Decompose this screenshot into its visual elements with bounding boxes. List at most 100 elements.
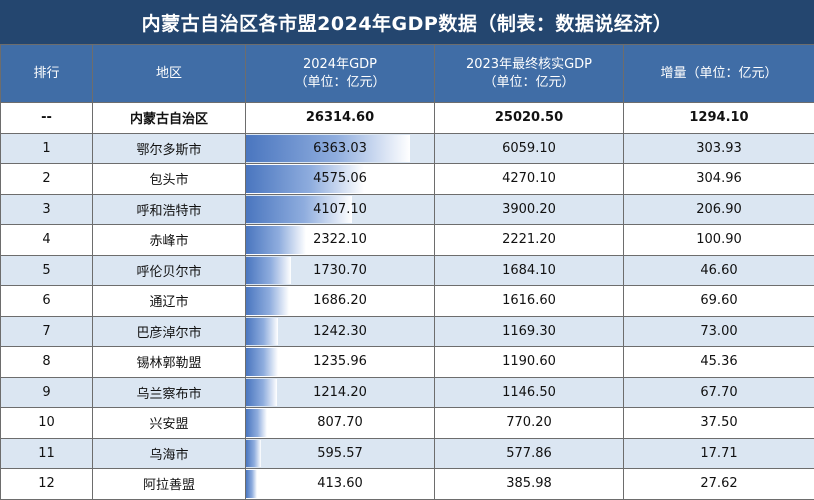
- region-cell: 赤峰市: [92, 224, 246, 256]
- increase-cell: 45.36: [623, 346, 814, 378]
- gdp-2024-value: 1214.20: [313, 384, 367, 400]
- region-cell: 呼伦贝尔市: [92, 254, 246, 286]
- summary-region: 内蒙古自治区: [92, 102, 246, 134]
- gdp-2023-cell: 1616.60: [434, 285, 624, 317]
- gdp-data-bar: [246, 348, 278, 376]
- gdp-data-bar: [246, 287, 289, 315]
- gdp-data-bar: [246, 409, 267, 437]
- increase-cell: 67.70: [623, 376, 814, 408]
- table-row: 2 包头市 4575.06 4270.10 304.96: [0, 163, 814, 195]
- rank-cell: 1: [0, 132, 93, 164]
- gdp-2024-value: 1242.30: [313, 323, 367, 339]
- rank-cell: 8: [0, 346, 93, 378]
- gdp-2024-value: 1686.20: [313, 293, 367, 309]
- summary-increase: 1294.10: [623, 102, 814, 134]
- gdp-2023-cell: 1146.50: [434, 376, 624, 408]
- table-row: 1 鄂尔多斯市 6363.03 6059.10 303.93: [0, 132, 814, 164]
- table-row: 8 锡林郭勒盟 1235.96 1190.60 45.36: [0, 346, 814, 378]
- gdp-2023-cell: 577.86: [434, 437, 624, 469]
- gdp-2023-cell: 2221.20: [434, 224, 624, 256]
- region-cell: 鄂尔多斯市: [92, 132, 246, 164]
- increase-cell: 303.93: [623, 132, 814, 164]
- table-row: 10 兴安盟 807.70 770.20 37.50: [0, 407, 814, 439]
- rank-cell: 11: [0, 437, 93, 469]
- increase-cell: 73.00: [623, 315, 814, 347]
- gdp-2024-value: 4107.10: [313, 201, 367, 217]
- gdp-2024-value: 1730.70: [313, 262, 367, 278]
- region-cell: 巴彦淖尔市: [92, 315, 246, 347]
- rank-cell: 7: [0, 315, 93, 347]
- region-cell: 呼和浩特市: [92, 193, 246, 225]
- gdp-2024-cell: 1235.96: [245, 346, 435, 378]
- table-row: 4 赤峰市 2322.10 2221.20 100.90: [0, 224, 814, 256]
- rank-cell: 3: [0, 193, 93, 225]
- gdp-2024-cell: 1214.20: [245, 376, 435, 408]
- gdp-2023-cell: 1684.10: [434, 254, 624, 286]
- gdp-2024-cell: 1686.20: [245, 285, 435, 317]
- gdp-2023-cell: 1190.60: [434, 346, 624, 378]
- gdp-2023-cell: 770.20: [434, 407, 624, 439]
- header-gdp-2024: 2024年GDP （单位：亿元）: [245, 44, 435, 103]
- header-gdp-2023-label: 2023年最终核实GDP: [465, 56, 592, 72]
- gdp-data-bar: [246, 470, 257, 498]
- rank-cell: 12: [0, 468, 93, 500]
- region-cell: 乌海市: [92, 437, 246, 469]
- header-gdp-2024-unit: （单位：亿元）: [294, 74, 386, 90]
- summary-row: -- 内蒙古自治区 26314.60 25020.50 1294.10: [0, 102, 814, 134]
- gdp-2024-cell: 807.70: [245, 407, 435, 439]
- gdp-2024-cell: 413.60: [245, 468, 435, 500]
- page-title: 内蒙古自治区各市盟2024年GDP数据（制表：数据说经济）: [0, 0, 814, 44]
- header-rank: 排行: [0, 44, 93, 103]
- header-increase: 增量（单位：亿元）: [623, 44, 814, 103]
- increase-cell: 37.50: [623, 407, 814, 439]
- table-header-row: 排行 地区 2024年GDP （单位：亿元） 2023年最终核实GDP （单位：…: [0, 44, 814, 103]
- gdp-2023-cell: 3900.20: [434, 193, 624, 225]
- gdp-2024-cell: 1242.30: [245, 315, 435, 347]
- increase-cell: 69.60: [623, 285, 814, 317]
- gdp-2024-cell: 1730.70: [245, 254, 435, 286]
- region-cell: 包头市: [92, 163, 246, 195]
- gdp-data-bar: [246, 317, 278, 345]
- gdp-data-bar: [246, 226, 306, 254]
- gdp-2024-value: 4575.06: [313, 171, 367, 187]
- rank-cell: 4: [0, 224, 93, 256]
- gdp-2023-cell: 385.98: [434, 468, 624, 500]
- gdp-2024-value: 6363.03: [313, 140, 367, 156]
- rank-cell: 6: [0, 285, 93, 317]
- rank-cell: 2: [0, 163, 93, 195]
- table-row: 11 乌海市 595.57 577.86 17.71: [0, 437, 814, 469]
- gdp-2024-cell: 2322.10: [245, 224, 435, 256]
- gdp-2024-value: 807.70: [317, 415, 363, 431]
- rank-cell: 9: [0, 376, 93, 408]
- rank-cell: 10: [0, 407, 93, 439]
- region-cell: 兴安盟: [92, 407, 246, 439]
- increase-cell: 206.90: [623, 193, 814, 225]
- region-cell: 锡林郭勒盟: [92, 346, 246, 378]
- gdp-data-bar: [246, 256, 291, 284]
- header-gdp-2024-label: 2024年GDP: [302, 56, 377, 72]
- gdp-data-bar: [246, 134, 410, 162]
- summary-rank: --: [0, 102, 93, 134]
- gdp-2024-cell: 4107.10: [245, 193, 435, 225]
- gdp-2024-value: 413.60: [317, 476, 363, 492]
- increase-cell: 27.62: [623, 468, 814, 500]
- increase-cell: 304.96: [623, 163, 814, 195]
- header-gdp-2023: 2023年最终核实GDP （单位：亿元）: [434, 44, 624, 103]
- gdp-table: 排行 地区 2024年GDP （单位：亿元） 2023年最终核实GDP （单位：…: [0, 44, 814, 500]
- gdp-2023-cell: 6059.10: [434, 132, 624, 164]
- gdp-2024-cell: 595.57: [245, 437, 435, 469]
- table-row: 5 呼伦贝尔市 1730.70 1684.10 46.60: [0, 254, 814, 286]
- header-gdp-2023-unit: （单位：亿元）: [483, 74, 575, 90]
- gdp-data-bar: [246, 195, 352, 223]
- table-row: 9 乌兰察布市 1214.20 1146.50 67.70: [0, 376, 814, 408]
- gdp-2024-value: 595.57: [317, 445, 363, 461]
- gdp-2024-value: 1235.96: [313, 354, 367, 370]
- gdp-data-bar: [246, 378, 277, 406]
- region-cell: 阿拉善盟: [92, 468, 246, 500]
- region-cell: 通辽市: [92, 285, 246, 317]
- summary-gdp-2023: 25020.50: [434, 102, 624, 134]
- region-cell: 乌兰察布市: [92, 376, 246, 408]
- gdp-2024-cell: 4575.06: [245, 163, 435, 195]
- gdp-2023-cell: 1169.30: [434, 315, 624, 347]
- increase-cell: 46.60: [623, 254, 814, 286]
